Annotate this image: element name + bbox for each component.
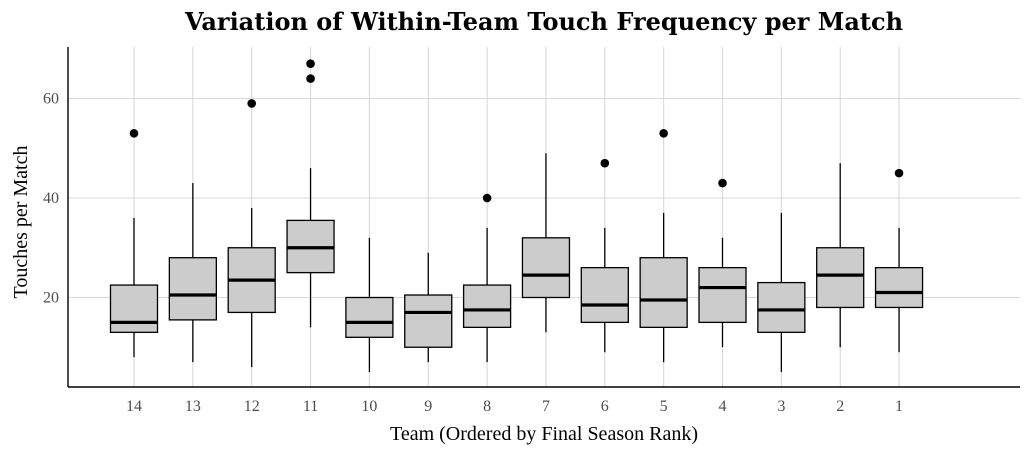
outlier-point bbox=[482, 193, 492, 203]
x-tick-label: 2 bbox=[836, 398, 844, 415]
x-tick-label: 9 bbox=[424, 398, 432, 415]
x-tick-label: 3 bbox=[777, 398, 785, 415]
box-team-4 bbox=[698, 178, 747, 348]
x-tick-label: 7 bbox=[542, 398, 550, 415]
outlier-point bbox=[718, 178, 727, 188]
box-team-3 bbox=[757, 212, 806, 373]
axes bbox=[67, 47, 1020, 388]
tick-labels: 20 40 60 14 13 12 11 10 9 8 7 6 5 4 3 2 1 bbox=[43, 91, 903, 416]
y-tick-label: 40 bbox=[43, 190, 59, 207]
box-team-9 bbox=[404, 252, 453, 363]
box-team-2 bbox=[816, 163, 865, 348]
box-team-10 bbox=[345, 237, 394, 373]
y-axis-title: Touches per Match bbox=[10, 146, 32, 299]
x-axis-title: Team (Ordered by Final Season Rank) bbox=[390, 423, 698, 445]
x-tick-label: 12 bbox=[244, 398, 260, 415]
x-tick-label: 13 bbox=[185, 398, 201, 415]
outlier-point bbox=[659, 129, 668, 138]
x-tick-label: 14 bbox=[126, 398, 142, 415]
box-team-13 bbox=[168, 183, 218, 363]
iqr-box bbox=[462, 284, 512, 328]
box-team-8 bbox=[462, 193, 512, 363]
iqr-box bbox=[816, 247, 865, 309]
iqr-box bbox=[757, 281, 806, 333]
box-team-7 bbox=[521, 153, 571, 333]
outlier-point bbox=[247, 99, 256, 108]
boxes bbox=[109, 59, 924, 373]
iqr-box bbox=[580, 266, 629, 324]
y-tick-label: 60 bbox=[43, 91, 59, 108]
box-team-11 bbox=[286, 59, 335, 328]
iqr-box bbox=[404, 294, 453, 348]
box-team-5 bbox=[639, 129, 688, 363]
iqr-box bbox=[698, 266, 747, 324]
x-tick-label: 4 bbox=[719, 398, 727, 415]
x-tick-label: 1 bbox=[895, 398, 903, 415]
outlier-point bbox=[306, 59, 315, 68]
box-team-12 bbox=[227, 99, 276, 368]
x-tick-label: 10 bbox=[361, 398, 377, 415]
box-team-6 bbox=[580, 158, 629, 353]
outlier-point bbox=[894, 168, 904, 178]
grid-lines bbox=[68, 47, 1020, 387]
iqr-box bbox=[521, 237, 571, 299]
y-tick-label: 20 bbox=[43, 290, 59, 307]
iqr-box bbox=[168, 257, 218, 321]
outlier-point bbox=[129, 129, 139, 138]
iqr-box bbox=[874, 266, 924, 309]
outlier-point bbox=[600, 158, 610, 168]
iqr-box bbox=[109, 284, 159, 333]
outlier-point bbox=[306, 74, 315, 83]
x-tick-label: 8 bbox=[483, 398, 491, 415]
iqr-box bbox=[345, 296, 394, 338]
x-tick-label: 5 bbox=[660, 398, 668, 415]
box-team-14 bbox=[109, 129, 159, 358]
x-tick-label: 11 bbox=[303, 398, 318, 415]
box-team-1 bbox=[874, 168, 924, 353]
x-tick-label: 6 bbox=[601, 398, 609, 415]
chart-title: Variation of Within-Team Touch Frequency… bbox=[184, 7, 903, 36]
iqr-box bbox=[639, 257, 688, 329]
